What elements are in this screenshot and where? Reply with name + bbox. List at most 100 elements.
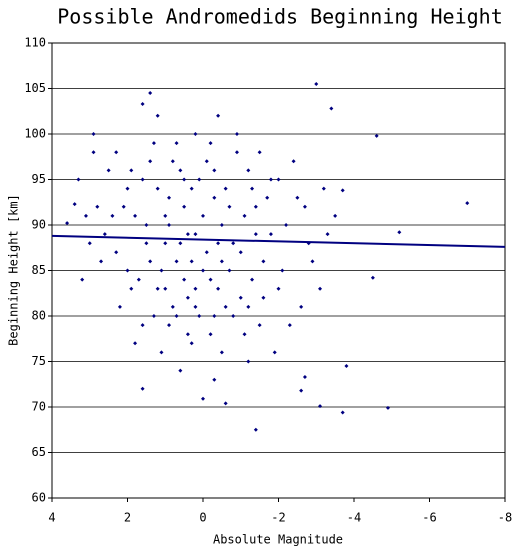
point (253, 427, 258, 432)
point (193, 232, 198, 237)
point (163, 241, 168, 246)
point (129, 286, 134, 291)
point (208, 332, 213, 337)
point (193, 132, 198, 136)
point (185, 332, 190, 337)
point (344, 364, 349, 369)
point (227, 204, 232, 209)
x-tick-label: 4 (48, 511, 55, 525)
point (106, 168, 111, 173)
point (159, 350, 164, 355)
point (374, 133, 379, 138)
point (91, 132, 96, 136)
y-tick-label: 70 (32, 400, 46, 414)
point (295, 195, 300, 200)
point (318, 404, 323, 409)
trend-line (51, 234, 506, 248)
point (80, 277, 85, 282)
point (310, 259, 315, 264)
point (155, 113, 160, 118)
point (287, 323, 292, 328)
point (268, 177, 273, 182)
point (83, 213, 88, 218)
x-tick-label: 2 (124, 511, 131, 525)
point (148, 159, 153, 164)
point (174, 259, 179, 264)
point (201, 213, 205, 218)
point (219, 259, 224, 264)
point (151, 314, 156, 318)
point (189, 186, 194, 191)
point (204, 250, 209, 255)
point (163, 286, 168, 291)
point (302, 374, 307, 379)
point (253, 204, 258, 209)
point (246, 304, 251, 309)
point (314, 81, 319, 86)
point (91, 150, 96, 155)
point (216, 241, 221, 246)
point (299, 388, 304, 393)
point (125, 268, 130, 273)
point (72, 202, 77, 207)
point (223, 304, 228, 309)
point (133, 213, 138, 218)
point (250, 186, 255, 191)
point (231, 241, 236, 246)
point (291, 159, 296, 164)
point (242, 332, 247, 337)
point (219, 223, 224, 227)
point (140, 323, 145, 328)
x-tick-label: -6 (422, 511, 436, 525)
point (265, 195, 270, 200)
point (204, 159, 209, 164)
point (189, 259, 194, 264)
point (148, 91, 153, 96)
point (223, 186, 228, 191)
point (65, 221, 70, 226)
point (136, 277, 141, 282)
point (284, 223, 289, 227)
point (197, 314, 202, 318)
point (223, 401, 228, 406)
point (178, 368, 183, 373)
point (321, 186, 326, 191)
point (140, 386, 145, 391)
point (167, 195, 172, 200)
point (178, 168, 183, 173)
x-axis-label: Absolute Magnitude (213, 533, 343, 547)
point (212, 314, 217, 318)
point (193, 304, 198, 309)
y-tick-label: 65 (32, 445, 46, 459)
point (159, 268, 164, 273)
point (216, 113, 221, 118)
point (227, 268, 232, 273)
point (182, 277, 187, 282)
point (163, 213, 168, 218)
point (155, 186, 160, 191)
y-tick-label: 95 (32, 172, 46, 186)
point (110, 213, 115, 218)
point (201, 396, 205, 401)
point (257, 323, 262, 328)
point (212, 377, 217, 382)
y-tick-label: 105 (24, 81, 46, 95)
point (174, 314, 179, 318)
point (114, 150, 119, 155)
point (268, 232, 273, 237)
point (170, 304, 175, 309)
point (140, 101, 145, 106)
point (257, 150, 262, 155)
point (151, 141, 156, 146)
point (148, 259, 153, 264)
point (212, 168, 217, 173)
point (117, 304, 122, 309)
point (167, 323, 172, 328)
y-tick-label: 75 (32, 354, 46, 368)
point (144, 241, 149, 246)
y-tick-label: 110 (24, 36, 46, 50)
point (246, 168, 251, 173)
point (234, 150, 239, 155)
point (246, 359, 251, 364)
